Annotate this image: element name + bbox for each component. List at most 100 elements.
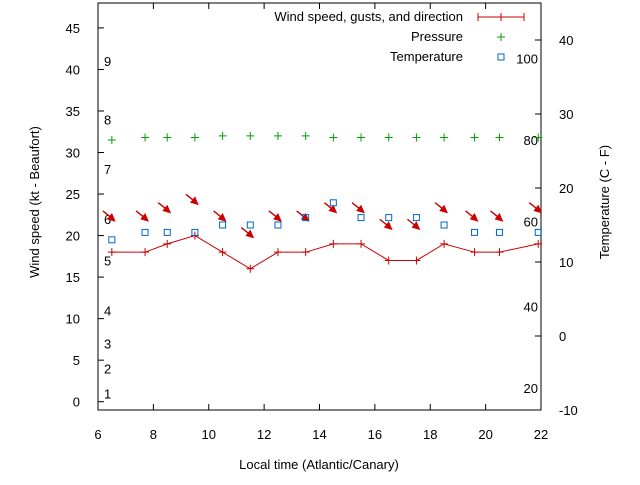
pressure-point [107,136,116,145]
wind-direction-arrow-head [494,212,504,222]
x-tick-label: 8 [150,427,157,442]
temperature-point [495,228,503,236]
legend-label-wind: Wind speed, gusts, and direction [274,9,463,24]
beaufort-label: 6 [104,212,111,227]
wind-speed-point [246,264,255,273]
pressure-point [141,133,150,142]
pressure-point [273,131,282,140]
y-left-tick-label: 25 [66,187,80,202]
x-axis-label: Local time (Atlantic/Canary) [239,457,399,472]
temperature-point [219,221,227,229]
wind-direction-arrow-head [245,229,255,239]
temperature-point [191,228,199,236]
beaufort-label: 3 [104,337,111,352]
wind-direction-arrow-head [439,204,448,214]
temperature-point [302,214,310,222]
legend-sample-temperature [497,53,505,61]
y-right-tick-label: 40 [559,33,573,48]
temperature-point [412,214,420,222]
pressure-point [218,131,227,140]
y-left-axis-label: Wind speed (kt - Beaufort) [27,126,42,278]
y-left-tick-label: 20 [66,229,80,244]
y-left-tick-label: 15 [66,270,80,285]
y-right-tick-label: 10 [559,255,573,270]
temperature-point [471,228,479,236]
y-left-axis: 0 5 10 15 20 25 30 35 40 45 [66,21,104,410]
wind-speed-point [163,239,172,248]
beaufort-label: 7 [104,162,111,177]
legend-label-temperature: Temperature [390,49,463,64]
pressure-point [329,133,338,142]
wind-direction-arrow-head [356,204,365,214]
beaufort-label: 4 [104,303,111,318]
wind-speed-point [357,239,366,248]
x-tick-label: 14 [312,427,326,442]
y-left-tick-label: 0 [73,395,80,410]
temperature-point [385,214,393,222]
temperature-point [246,221,254,229]
y-left-tick-label: 5 [73,353,80,368]
fahrenheit-label: 60 [524,214,538,229]
wind-speed-point [495,248,504,257]
y-left-tick-label: 10 [66,312,80,327]
temperature-point [108,236,116,244]
wind-direction-arrow-head [328,204,338,214]
wind-direction-arrow-head [190,196,199,206]
temperature-point [534,228,542,236]
pressure-point [412,133,421,142]
wind-speed-line [111,235,539,270]
x-tick-label: 12 [257,427,271,442]
wind-direction-arrow-head [411,221,421,231]
x-tick-label: 16 [368,427,382,442]
temperature-point [274,221,282,229]
y-left-tick-label: 45 [66,21,80,36]
wind-speed-point [412,256,421,265]
temperature-point [141,228,149,236]
wind-direction-arrow-head [140,212,149,222]
temperature-point [440,221,448,229]
pressure-point [246,131,255,140]
y-left-tick-label: 40 [66,62,80,77]
pressure-point [440,133,449,142]
x-tick-label: 22 [534,427,548,442]
wind-speed-point [534,239,543,248]
wind-direction-arrow-head [533,204,543,214]
pressure-point [534,133,543,142]
pressure-point [495,133,504,142]
legend-sample-pressure [497,33,505,41]
wind-speed-point [273,248,282,257]
beaufort-label: 9 [104,54,111,69]
pressure-point [470,133,479,142]
wind-speed-point [440,239,449,248]
beaufort-label: 8 [104,112,111,127]
wind-direction-arrow-head [106,212,116,222]
wind-speed-point [470,248,479,257]
x-tick-label: 18 [423,427,437,442]
wind-speed-point [301,248,310,257]
fahrenheit-label: 20 [524,381,538,396]
y-right-tick-label: -10 [559,403,578,418]
legend: Wind speed, gusts, and direction Pressur… [274,9,525,64]
y-left-tick-label: 30 [66,146,80,161]
wind-speed-point [107,248,116,257]
x-tick-label: 10 [202,427,216,442]
y-right-axis-label: Temperature (C - F) [597,145,612,259]
fahrenheit-label: 100 [516,52,538,67]
beaufort-scale: 1 2 3 4 5 6 7 8 9 [104,54,111,401]
wind-speed-point [218,248,227,257]
wind-direction-arrow-head [469,212,479,222]
wind-direction-arrow-head [273,212,282,222]
pressure-point [384,133,393,142]
pressure-point [301,131,310,140]
fahrenheit-label: 40 [524,299,538,314]
legend-sample-wind-marker [497,13,505,21]
y-right-tick-label: 20 [559,181,573,196]
fahrenheit-label: 80 [524,133,538,148]
wind-speed-point [141,248,150,257]
pressure-point [190,133,199,142]
wind-direction-arrow-head [162,204,172,214]
y-left-tick-label: 35 [66,104,80,119]
beaufort-label: 1 [104,386,111,401]
